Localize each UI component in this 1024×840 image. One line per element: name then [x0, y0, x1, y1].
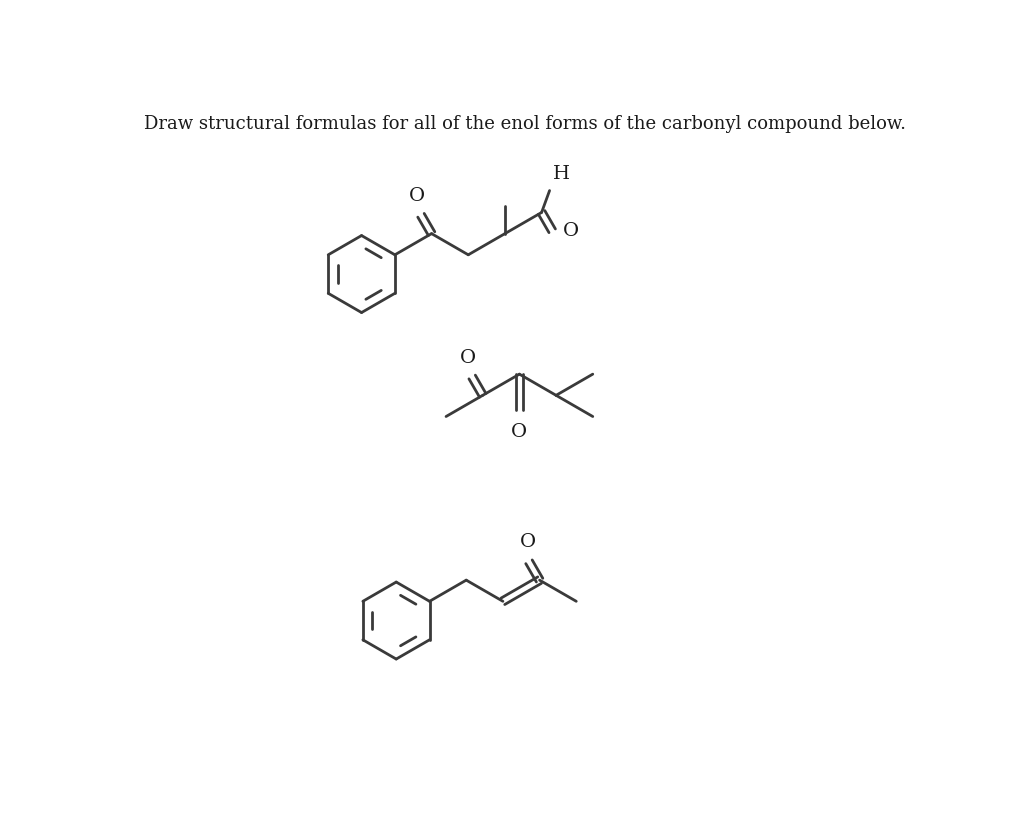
Text: O: O [563, 222, 580, 239]
Text: O: O [519, 533, 536, 551]
Text: Draw structural formulas for all of the enol forms of the carbonyl compound belo: Draw structural formulas for all of the … [144, 114, 906, 133]
Text: O: O [460, 349, 476, 367]
Text: H: H [553, 165, 570, 183]
Text: O: O [511, 423, 527, 441]
Text: O: O [409, 187, 425, 205]
